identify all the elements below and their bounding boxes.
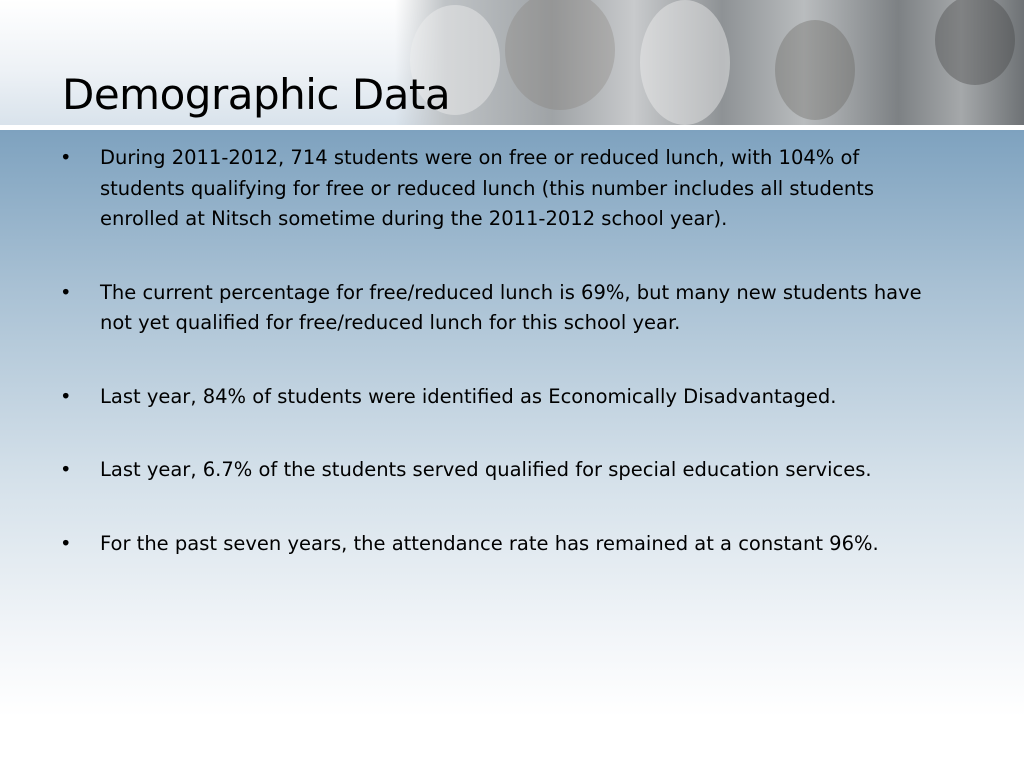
bullet-item: • During 2011-2012, 714 students were on …	[60, 143, 940, 235]
bullet-icon: •	[60, 458, 72, 481]
bullet-text: During 2011-2012, 714 students were on f…	[100, 146, 875, 230]
header-photo-banner	[395, 0, 1024, 125]
bullet-icon: •	[60, 280, 72, 304]
slide-title: Demographic Data	[62, 70, 451, 119]
bullet-item: • Last year, 84% of students were identif…	[60, 382, 940, 413]
bullet-item: • Last year, 6.7% of the students served …	[60, 455, 940, 486]
bullet-text: The current percentage for free/reduced …	[100, 280, 922, 335]
slide-body-background	[0, 130, 1024, 768]
bullet-icon: •	[60, 146, 72, 169]
slide-header: Demographic Data	[0, 0, 1024, 125]
bullet-text: Last year, 6.7% of the students served q…	[100, 458, 872, 481]
bullet-item: • The current percentage for free/reduced…	[60, 278, 940, 339]
bullet-icon: •	[60, 531, 72, 555]
bullet-icon: •	[60, 384, 72, 408]
bullet-item: • For the past seven years, the attendanc…	[60, 529, 940, 560]
bullet-text: Last year, 84% of students were identifi…	[100, 384, 837, 408]
bullet-list: • During 2011-2012, 714 students were on …	[60, 143, 940, 602]
header-divider	[0, 125, 1024, 130]
bullet-text: For the past seven years, the attendance…	[100, 531, 879, 555]
